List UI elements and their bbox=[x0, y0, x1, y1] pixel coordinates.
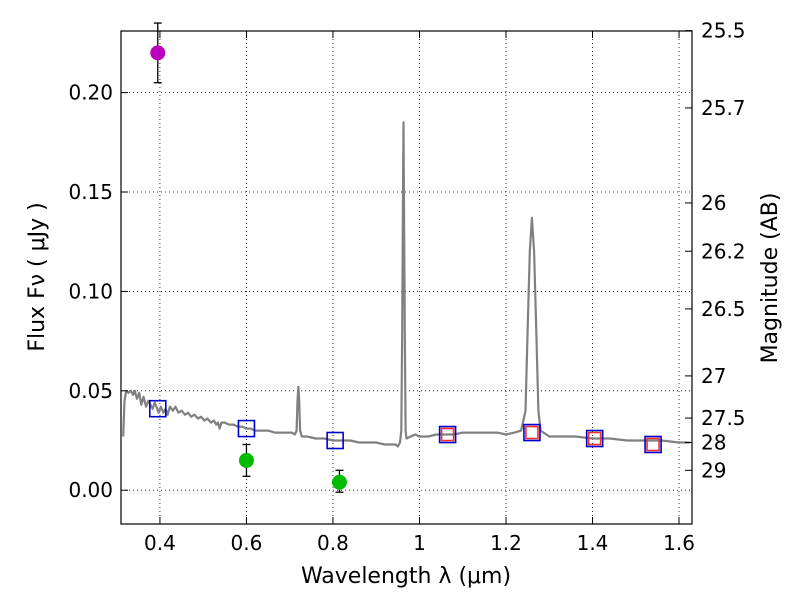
y-tick-label: 0.15 bbox=[68, 180, 113, 204]
blue-square-marker bbox=[644, 435, 662, 454]
y2-axis-label: Magnitude (AB) bbox=[758, 193, 783, 364]
mag-tick-label: 25.7 bbox=[701, 96, 746, 120]
blue-square-marker bbox=[585, 429, 604, 448]
y-tick-label: 0.10 bbox=[68, 279, 113, 303]
magenta-point bbox=[150, 45, 166, 61]
plot-frame bbox=[120, 30, 693, 525]
mag-tick-label: 29 bbox=[701, 458, 726, 482]
spectrum-line bbox=[122, 121, 690, 448]
x-axis: 0.4 0.6 0.8 1 1.2 1.4 1.6 bbox=[144, 31, 695, 555]
y-axis-label: Flux Fν ( μJy ) bbox=[25, 202, 50, 351]
x-tick-label: 0.8 bbox=[317, 531, 349, 555]
y-axis-magnitude: 25.5 25.7 26 26.2 26.5 27 27.528 29 bbox=[685, 19, 746, 482]
x-tick-label: 0.4 bbox=[144, 531, 176, 555]
mag-tick-label: 26.5 bbox=[701, 297, 746, 321]
y-tick-label: 0.05 bbox=[68, 379, 113, 403]
x-tick-label: 1.6 bbox=[663, 531, 695, 555]
blue-square-marker bbox=[148, 399, 167, 418]
mag-tick-label: 26 bbox=[701, 191, 726, 215]
blue-square-marker bbox=[523, 423, 541, 442]
x-tick-label: 1 bbox=[413, 531, 426, 555]
x-tick-label: 0.6 bbox=[231, 531, 263, 555]
y-tick-label: 0.20 bbox=[68, 81, 113, 105]
x-tick-label: 1.4 bbox=[577, 531, 609, 555]
mag-tick-label: 26.2 bbox=[701, 239, 746, 263]
mag-tick-label: 28 bbox=[701, 430, 726, 454]
x-tick-label: 1.2 bbox=[490, 531, 522, 555]
green-point bbox=[238, 452, 254, 468]
y-axis-flux: 0.00 0.05 0.10 0.15 0.20 bbox=[68, 81, 128, 502]
green-point bbox=[331, 474, 347, 490]
mag-tick-label: 25.5 bbox=[701, 19, 746, 43]
red-square-marker bbox=[587, 431, 602, 446]
mag-tick-label: 27 bbox=[701, 364, 726, 388]
mag-tick-label: 27.5 bbox=[701, 406, 746, 430]
x-axis-label: Wavelength λ (μm) bbox=[301, 564, 511, 589]
plot-background bbox=[121, 31, 692, 524]
red-square-marker bbox=[525, 425, 539, 440]
plot-area bbox=[122, 22, 690, 493]
red-square-marker bbox=[646, 437, 660, 452]
red-square-marker bbox=[440, 427, 455, 442]
blue-square-marker bbox=[438, 425, 457, 444]
blue-square-marker bbox=[326, 431, 344, 450]
blue-square-marker bbox=[237, 419, 256, 438]
y-tick-label: 0.00 bbox=[68, 478, 113, 502]
